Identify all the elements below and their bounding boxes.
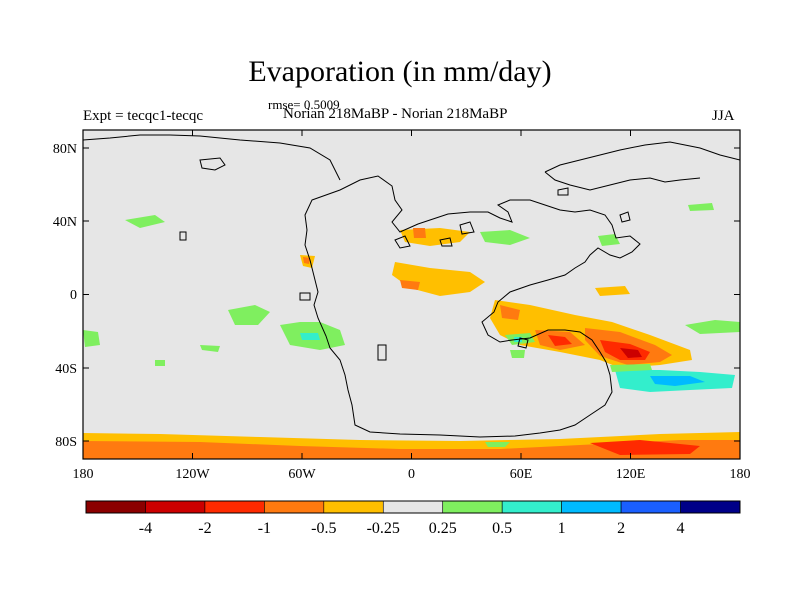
lon-label-180e: 180 (730, 467, 751, 482)
lon-label-120w: 120W (175, 467, 210, 482)
island-f (557, 187, 569, 196)
arctic-coast (83, 134, 341, 181)
coastlines (83, 134, 740, 438)
southern-ocean-band-inner (83, 440, 740, 459)
plot-title: Evaporation (in mm/day) (248, 55, 552, 88)
tethys-green-b (510, 350, 525, 358)
period-label: Norian 218MaBP - Norian 218MaBP (283, 106, 508, 122)
east-pacific-green (685, 320, 740, 334)
island-e (299, 292, 311, 301)
central-green-1 (200, 345, 220, 352)
pacific-green-west (228, 305, 270, 325)
pacific-cyan-spot (300, 333, 320, 340)
west-green-edge (83, 330, 100, 347)
lat-label-80n: 80N (53, 142, 77, 157)
lon-tick-marks (82, 130, 741, 459)
small-yellow-a (595, 286, 630, 296)
rmse-label: rmse= 0.5009 (268, 97, 340, 112)
island-b (394, 235, 411, 249)
tropical-orange-a (500, 305, 520, 320)
southern-ocean-red-patch (590, 440, 700, 455)
north-pacific-green (125, 215, 165, 228)
island-c (439, 237, 453, 247)
lat-label-40n: 40N (53, 215, 77, 230)
lat-label-40s: 40S (55, 362, 77, 377)
pangea-coastline (304, 175, 641, 438)
asia-green-b (598, 234, 620, 246)
tethys-darkred-core (620, 348, 642, 358)
southern-blue-core (650, 376, 705, 386)
lon-label-60e: 60E (510, 467, 533, 482)
east-asia-green (688, 203, 714, 211)
lon-label-120e: 120E (616, 467, 646, 482)
lon-label-60w: 60W (288, 467, 316, 482)
southern-green-fringe (610, 364, 652, 372)
south-green-small (485, 442, 510, 447)
south-asia-red (548, 335, 572, 346)
med-orange (413, 228, 426, 238)
island-d (377, 344, 387, 361)
central-green-2 (155, 360, 165, 366)
lat-tick-marks (83, 147, 740, 442)
island-h (517, 337, 529, 349)
island-a (199, 157, 226, 171)
lat-label-80s: 80S (55, 435, 77, 450)
asia-green-a (480, 230, 530, 245)
island-i (619, 211, 631, 223)
lon-label-180w: 180 (73, 467, 94, 482)
lat-label-0: 0 (70, 288, 77, 303)
experiment-label: Expt = tecqc1-tecqc (83, 108, 204, 124)
anomaly-fields (83, 203, 740, 459)
small-orange-b (303, 257, 310, 264)
lon-label-0: 0 (408, 467, 415, 482)
season-label: JJA (712, 108, 735, 124)
north-tropics-orange (400, 280, 420, 290)
north-landmass-coast (544, 141, 740, 191)
island-j (179, 231, 187, 241)
island-g (459, 221, 475, 235)
map-background (83, 130, 740, 459)
